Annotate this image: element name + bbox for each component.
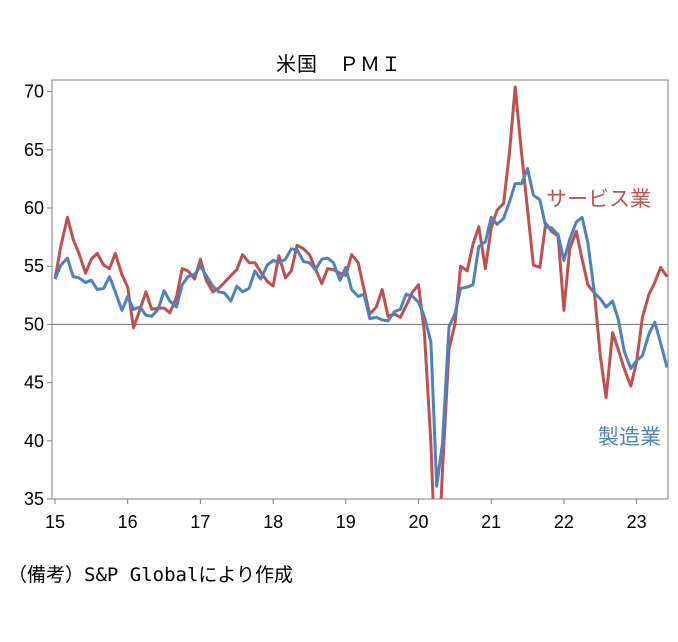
services-pmi-line <box>53 85 668 499</box>
y-tick-label: 55 <box>24 256 44 276</box>
source-note: （備考）S&P Globalにより作成 <box>8 564 294 586</box>
chart-title: 米国 ＰＭＩ <box>276 52 402 76</box>
y-tick-label: 35 <box>24 489 44 509</box>
x-tick-label: 21 <box>481 512 501 532</box>
y-tick-label: 50 <box>24 314 44 334</box>
x-tick-label: 17 <box>190 512 210 532</box>
x-tick-label: 22 <box>554 512 574 532</box>
y-tick-label: 60 <box>24 198 44 218</box>
x-tick-label: 16 <box>118 512 138 532</box>
x-tick-label: 20 <box>408 512 428 532</box>
manufacturing-series-label: 製造業 <box>598 425 661 449</box>
services-series-label: サービス業 <box>546 187 651 211</box>
y-tick-label: 70 <box>24 82 44 102</box>
x-tick-label: 23 <box>627 512 647 532</box>
y-tick-label: 65 <box>24 140 44 160</box>
x-tick-label: 19 <box>336 512 356 532</box>
x-tick-label: 15 <box>45 512 65 532</box>
y-tick-label: 45 <box>24 373 44 393</box>
x-tick-label: 18 <box>263 512 283 532</box>
y-tick-label: 40 <box>24 431 44 451</box>
plot-area <box>51 79 669 500</box>
manufacturing-pmi-line <box>53 167 668 488</box>
